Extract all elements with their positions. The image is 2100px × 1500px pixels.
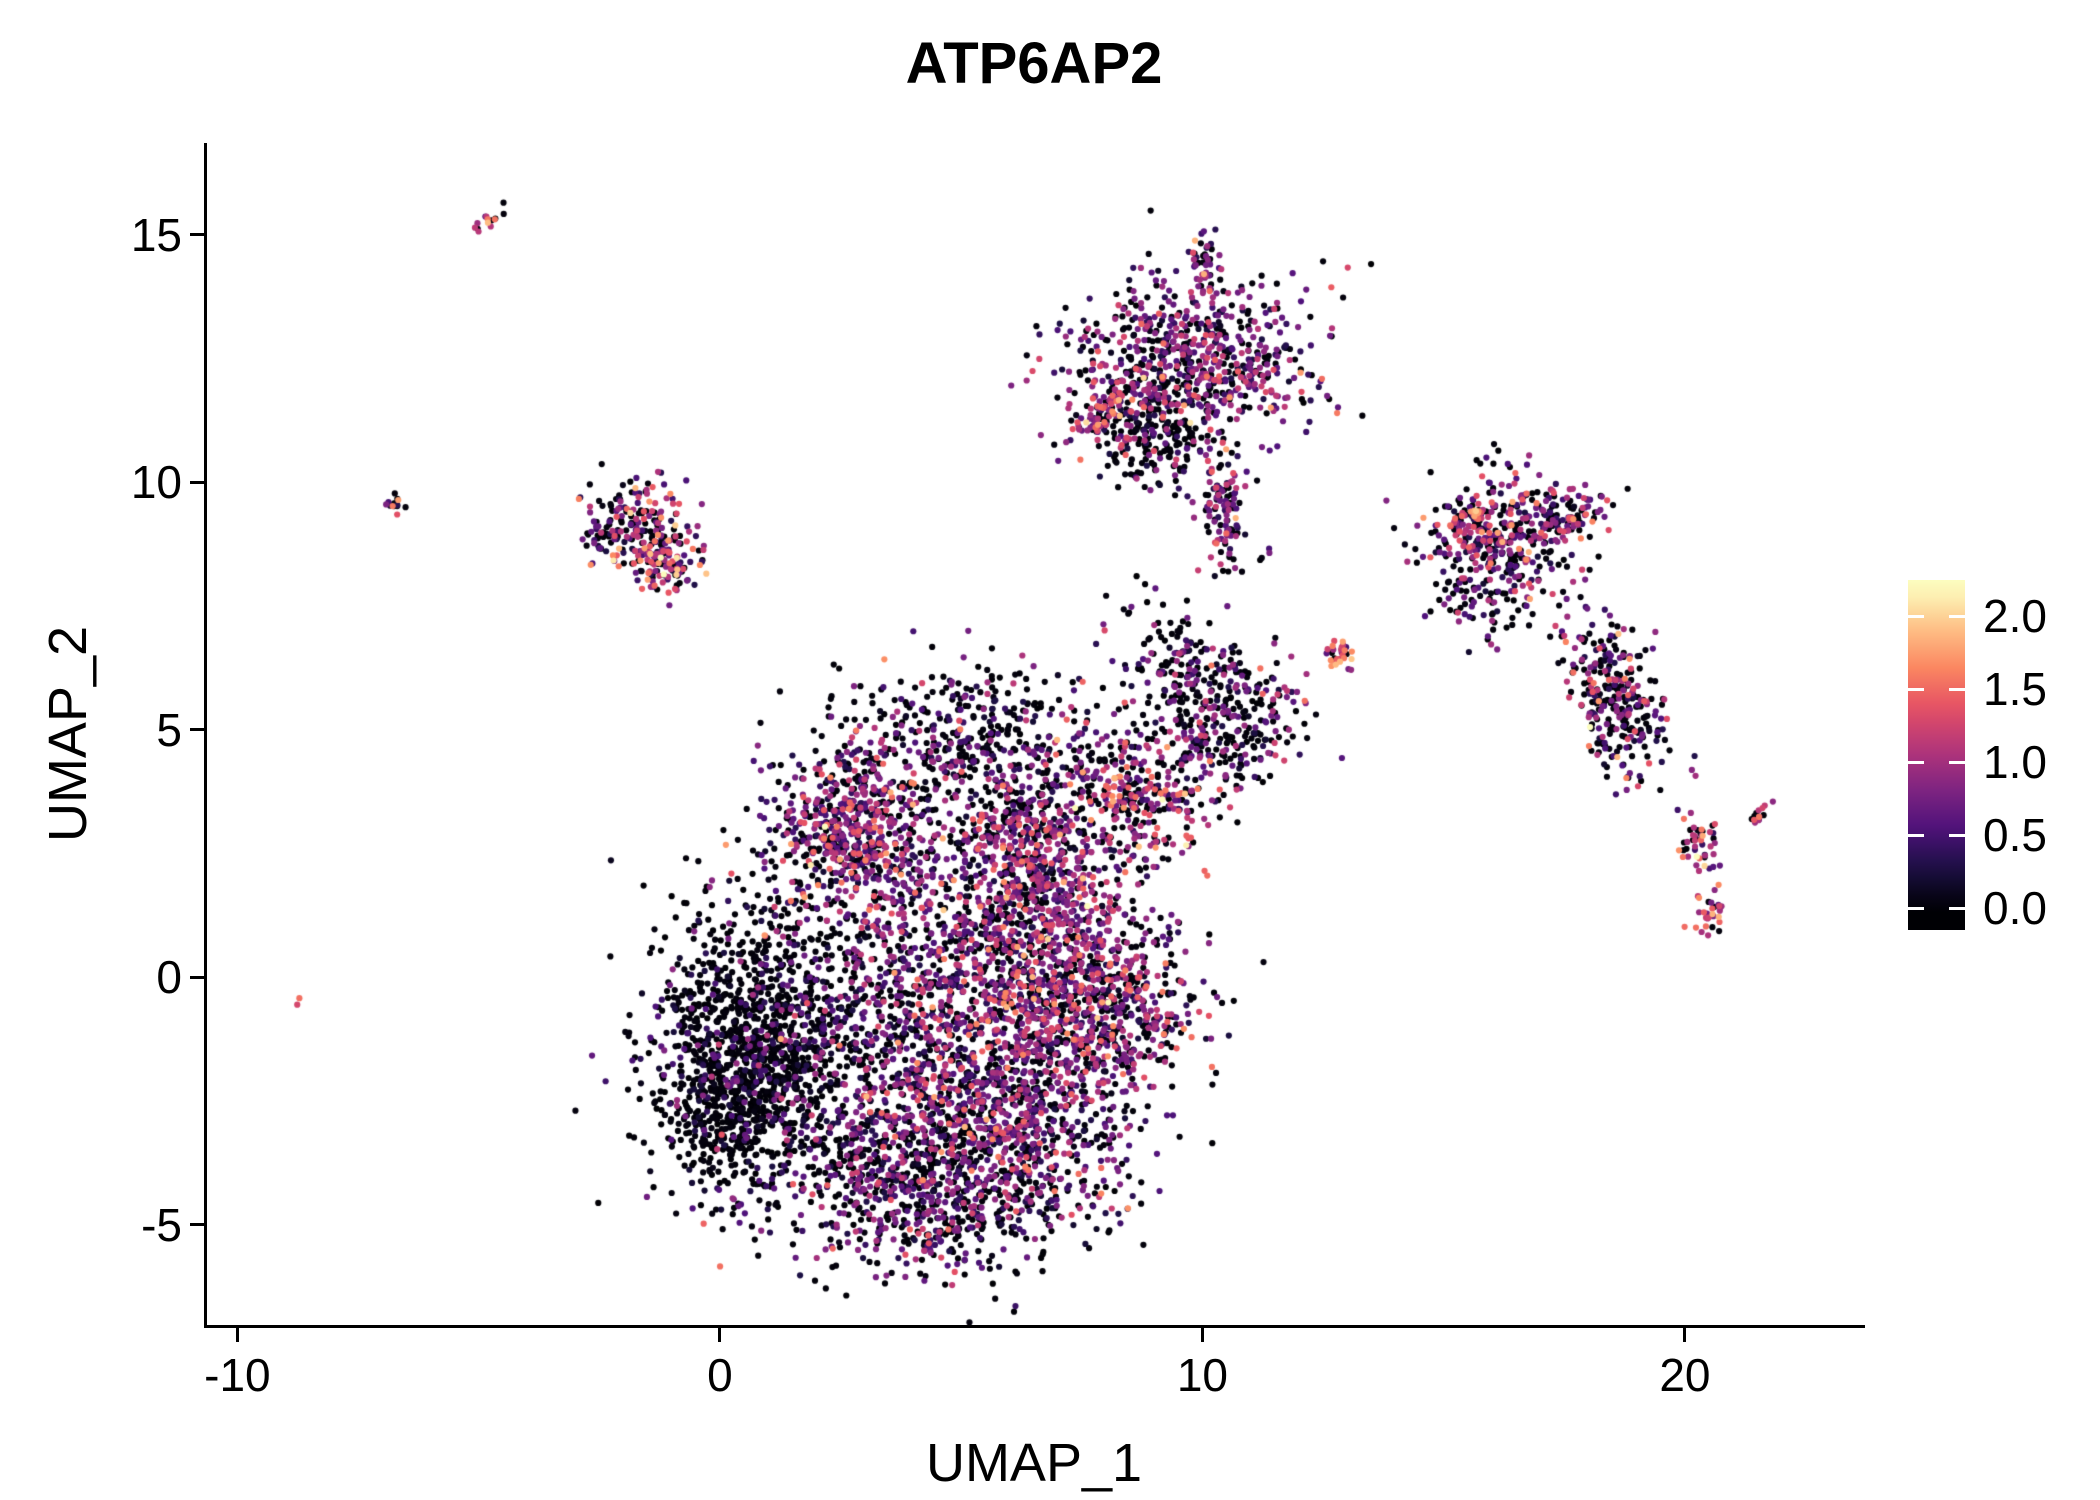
y-tick-label: 5 — [156, 703, 182, 756]
y-tick — [190, 1223, 204, 1227]
x-tick — [1200, 1328, 1204, 1342]
colorbar-tick-label: 1.5 — [1983, 663, 2047, 716]
x-tick-label: 20 — [1659, 1349, 1711, 1401]
y-tick-label: 10 — [130, 456, 182, 509]
x-tick — [235, 1328, 239, 1342]
y-tick-label: -5 — [141, 1198, 182, 1251]
colorbar-tick — [1949, 833, 1965, 837]
plot-title: ATP6AP2 — [905, 31, 1163, 96]
y-tick-label: 15 — [130, 208, 182, 261]
colorbar-tick-label: 1.0 — [1983, 736, 2047, 789]
colorbar-tick-label: 0.0 — [1983, 882, 2047, 935]
colorbar-tick — [1908, 760, 1924, 764]
y-axis-label: UMAP_2 — [38, 625, 98, 843]
colorbar-tick — [1908, 906, 1924, 910]
x-tick-label: 10 — [1176, 1349, 1228, 1401]
x-axis-line — [204, 1325, 1865, 1328]
colorbar-tick-label: 0.5 — [1983, 809, 2047, 862]
x-axis-label: UMAP_1 — [925, 1433, 1143, 1493]
colorbar-tick — [1949, 760, 1965, 764]
colorbar-tick — [1949, 906, 1965, 910]
colorbar-tick-label: 2.0 — [1983, 590, 2047, 643]
colorbar-tick — [1908, 687, 1924, 691]
colorbar-tick — [1908, 833, 1924, 837]
scatter-canvas — [207, 143, 1862, 1325]
colorbar-tick — [1949, 614, 1965, 618]
x-tick-label: -10 — [204, 1349, 271, 1401]
colorbar: 0.0 0.5 1.0 1.5 2.0 — [1908, 580, 2047, 934]
colorbar-gradient — [1908, 580, 1965, 930]
x-tick — [718, 1328, 722, 1342]
colorbar-tick — [1949, 687, 1965, 691]
y-axis-line — [204, 143, 207, 1328]
x-tick-label: 0 — [707, 1349, 733, 1401]
colorbar-tick — [1908, 614, 1924, 618]
y-tick — [190, 975, 204, 979]
x-tick — [1683, 1328, 1687, 1342]
y-tick — [190, 233, 204, 237]
y-tick — [190, 480, 204, 484]
y-tick — [190, 728, 204, 732]
y-tick-label: 0 — [156, 951, 182, 1004]
